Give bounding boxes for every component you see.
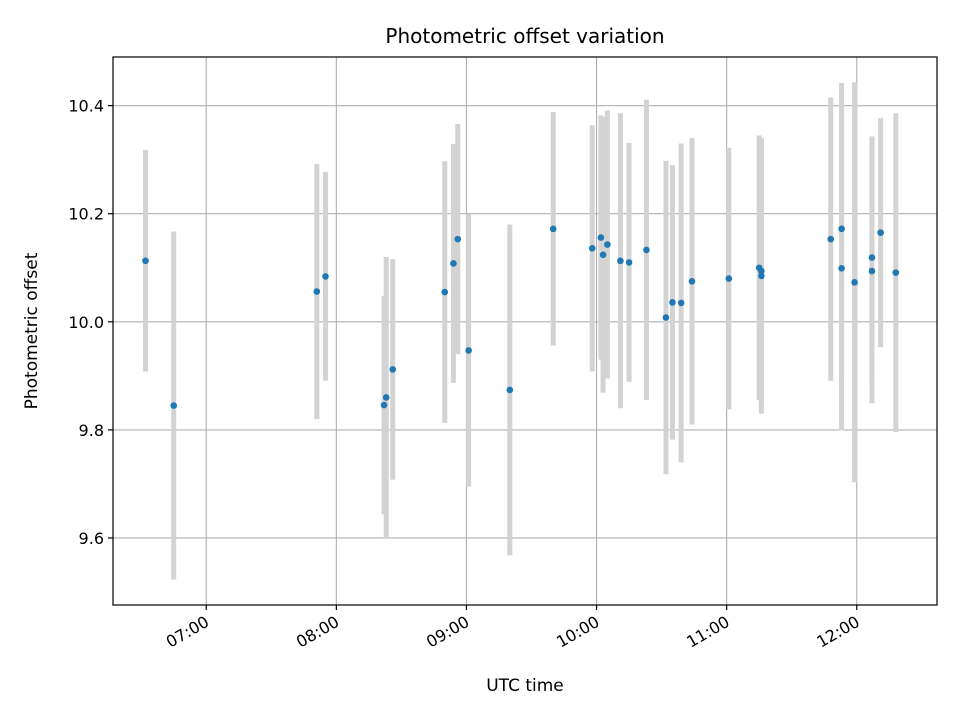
data-point	[313, 288, 321, 295]
data-point	[389, 366, 397, 373]
data-point	[588, 245, 596, 252]
data-point	[465, 347, 472, 354]
y-tick-label: 10.0	[68, 313, 104, 332]
data-point	[868, 254, 876, 261]
data-point	[892, 269, 900, 276]
data-point	[669, 299, 676, 306]
y-tick-label: 10.2	[68, 205, 104, 224]
y-tick-label: 9.8	[79, 421, 104, 440]
data-point	[662, 314, 670, 321]
data-point	[617, 257, 624, 265]
data-point	[851, 279, 858, 286]
data-point	[454, 235, 462, 243]
data-point	[382, 394, 390, 401]
data-point	[322, 273, 329, 280]
x-axis-label: UTC time	[486, 676, 564, 696]
data-point	[758, 272, 765, 280]
data-point	[142, 257, 149, 265]
data-point	[725, 275, 733, 282]
data-point	[827, 235, 835, 243]
data-point	[597, 234, 605, 241]
data-point	[688, 277, 696, 285]
data-point	[549, 225, 557, 233]
data-point	[599, 251, 607, 259]
y-tick-label: 10.4	[68, 97, 104, 116]
data-point	[677, 299, 685, 307]
data-points	[142, 225, 900, 409]
y-axis-label: Photometric offset	[22, 252, 42, 409]
data-point	[604, 241, 611, 248]
data-point	[380, 401, 388, 409]
plot-frame	[112, 56, 938, 606]
data-point	[868, 267, 876, 275]
chart-title: Photometric offset variation	[385, 24, 664, 48]
y-axis: 9.6 9.8 10.0 10.2 10.4	[68, 97, 113, 548]
data-point	[170, 402, 178, 409]
data-point	[625, 259, 633, 266]
data-point	[838, 265, 845, 272]
data-point	[877, 229, 884, 236]
y-tick-label: 9.6	[79, 529, 104, 548]
data-point	[758, 267, 765, 275]
data-point	[450, 260, 457, 267]
data-point	[643, 246, 650, 254]
data-point	[838, 225, 845, 233]
data-point	[506, 386, 514, 394]
data-point	[441, 288, 449, 296]
